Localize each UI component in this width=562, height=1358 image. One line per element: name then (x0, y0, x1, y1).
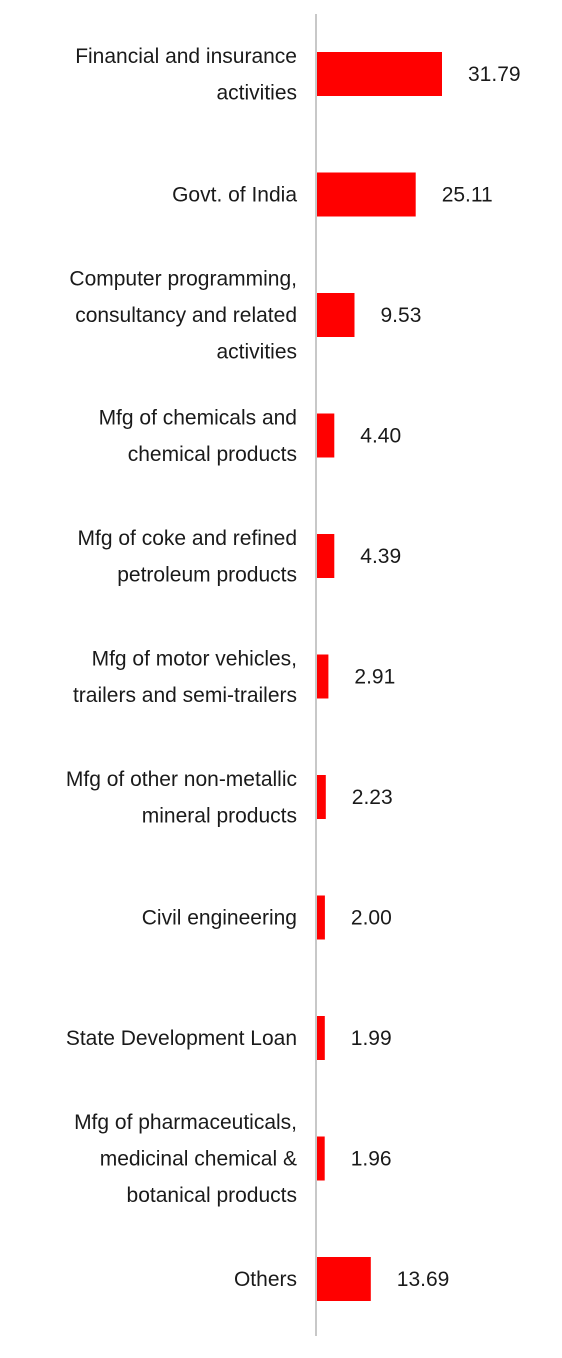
category-label-2-line-1: consultancy and related (75, 304, 297, 327)
value-label-4: 4.39 (360, 545, 401, 568)
category-label-5-line-0: Mfg of motor vehicles, (92, 647, 297, 670)
category-label-4-line-1: petroleum products (117, 563, 297, 586)
value-label-7: 2.00 (351, 907, 392, 930)
value-label-9: 1.96 (351, 1148, 392, 1171)
bars-layer (317, 52, 442, 1301)
category-label-9: Mfg of pharmaceuticals, medicinal chemica… (74, 1111, 297, 1207)
category-label-0: Financial and insurance activities (75, 45, 297, 105)
category-label-4-line-0: Mfg of coke and refined (78, 527, 297, 550)
category-label-3: Mfg of chemicals and chemical products (99, 406, 297, 466)
bar-4 (317, 534, 335, 578)
category-label-10: Others (234, 1268, 297, 1291)
category-label-8-line-0: State Development Loan (66, 1027, 297, 1050)
category-label-9-line-2: botanical products (127, 1184, 297, 1207)
category-label-2: Computer programming, consultancy and rel… (69, 268, 297, 364)
bar-1 (317, 172, 416, 217)
value-label-10: 13.69 (397, 1268, 450, 1291)
category-label-5-line-1: trailers and semi-trailers (73, 684, 297, 707)
value-label-5: 2.91 (354, 666, 395, 689)
category-label-6: Mfg of other non-metallic mineral product… (66, 768, 297, 828)
value-label-2: 9.53 (381, 304, 422, 327)
category-label-5: Mfg of motor vehicles, trailers and semi-… (73, 647, 297, 707)
category-label-8: State Development Loan (66, 1027, 297, 1050)
category-label-1: Govt. of India (172, 184, 297, 207)
category-label-6-line-1: mineral products (142, 804, 297, 827)
category-label-2-line-2: activities (216, 341, 297, 364)
bar-2 (317, 293, 355, 337)
category-labels-layer: Financial and insurance activities Govt. o… (66, 45, 297, 1291)
bar-9 (317, 1136, 325, 1181)
value-label-0: 31.79 (468, 63, 521, 86)
category-label-3-line-0: Mfg of chemicals and (99, 406, 297, 429)
category-label-7: Civil engineering (142, 907, 297, 930)
bar-5 (317, 654, 329, 699)
bar-8 (317, 1016, 325, 1060)
value-labels-layer: 31.79 25.11 9.53 4.40 4.39 2.91 2.23 2.00 1.99 1.… (351, 63, 521, 1291)
category-label-1-line-0: Govt. of India (172, 184, 297, 207)
category-label-10-line-0: Others (234, 1268, 297, 1291)
value-label-8: 1.99 (351, 1027, 392, 1050)
bar-10 (317, 1257, 371, 1301)
category-label-3-line-1: chemical products (128, 443, 297, 466)
bar-0 (317, 52, 442, 96)
value-label-3: 4.40 (360, 425, 401, 448)
category-label-9-line-0: Mfg of pharmaceuticals, (74, 1111, 297, 1134)
category-label-9-line-1: medicinal chemical & (100, 1148, 297, 1171)
value-label-6: 2.23 (352, 786, 393, 809)
bar-3 (317, 413, 335, 458)
category-label-0-line-1: activities (216, 81, 297, 104)
category-label-7-line-0: Civil engineering (142, 907, 297, 930)
bar-7 (317, 895, 325, 940)
category-label-6-line-0: Mfg of other non-metallic (66, 768, 297, 791)
value-label-1: 25.11 (442, 184, 493, 207)
category-label-4: Mfg of coke and refined petroleum product… (78, 527, 297, 587)
bar-6 (317, 775, 326, 819)
category-label-2-line-0: Computer programming, (69, 268, 297, 291)
category-label-0-line-0: Financial and insurance (75, 45, 297, 68)
